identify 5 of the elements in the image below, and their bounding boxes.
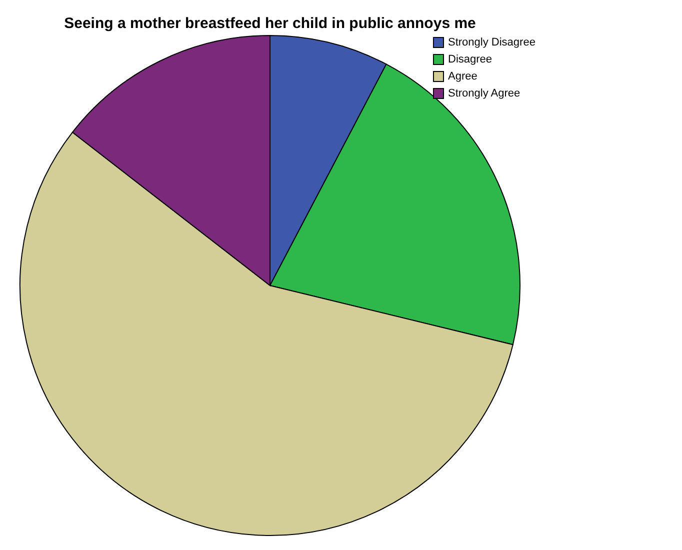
legend-label: Disagree [448, 54, 492, 66]
legend-label: Strongly Disagree [448, 36, 536, 48]
chart-title: Seeing a mother breastfeed her child in public annoys me [64, 15, 476, 32]
legend-label: Agree [448, 70, 478, 82]
legend-label: Strongly Agree [448, 88, 520, 100]
